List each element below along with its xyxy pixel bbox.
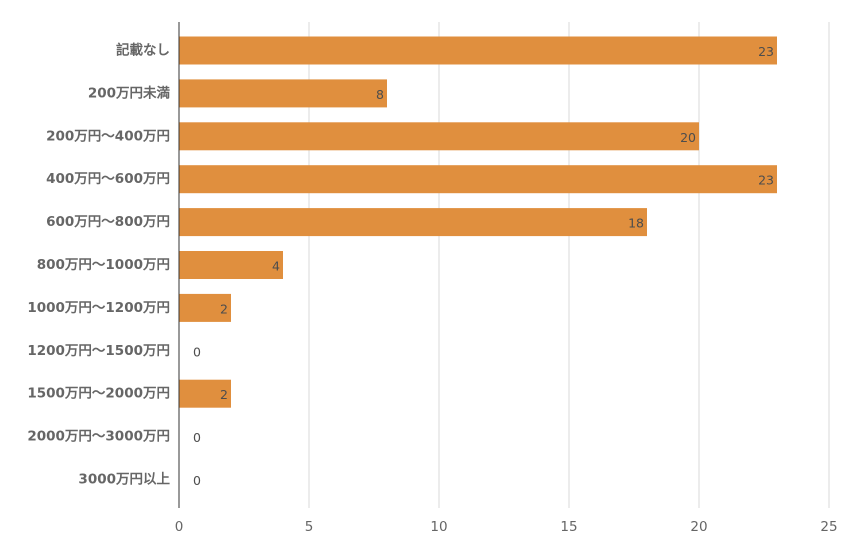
data-label: 2 [220, 301, 228, 316]
category-label: 600万円〜800万円 [46, 214, 170, 230]
data-label: 0 [193, 473, 201, 488]
data-label: 18 [628, 216, 644, 231]
gridlines [308, 22, 830, 508]
category-label: 3000万円以上 [78, 472, 170, 488]
data-label: 4 [272, 259, 280, 274]
x-tick-label: 0 [175, 519, 184, 535]
bar [179, 379, 231, 408]
bar [179, 208, 647, 237]
category-label: 800万円〜1000万円 [37, 257, 170, 273]
data-label: 2 [220, 387, 228, 402]
category-label: 400万円〜600万円 [46, 171, 170, 187]
data-label: 23 [758, 173, 774, 188]
category-label: 200万円〜400万円 [46, 128, 170, 144]
category-label: 1000万円〜1200万円 [27, 300, 170, 316]
data-label: 8 [376, 87, 384, 102]
category-label: 記載なし [116, 42, 170, 59]
x-tick-label: 25 [820, 519, 837, 535]
data-label: 20 [680, 130, 696, 145]
category-label: 1200万円〜1500万円 [27, 343, 170, 359]
bar [179, 79, 387, 108]
bar [179, 293, 231, 322]
bar [179, 251, 283, 279]
data-label: 0 [193, 344, 201, 359]
x-tick-label: 10 [430, 519, 447, 535]
bar [179, 36, 777, 65]
category-label: 200万円未満 [88, 84, 171, 101]
category-label: 2000万円〜3000万円 [27, 429, 170, 445]
category-label: 1500万円〜2000万円 [27, 386, 170, 402]
bars [179, 36, 777, 408]
x-tick-label: 20 [690, 519, 707, 535]
x-tick-label: 15 [560, 519, 577, 535]
data-label: 0 [193, 430, 201, 445]
bar [179, 165, 777, 194]
data-label: 23 [758, 44, 774, 59]
x-tick-label: 5 [305, 519, 314, 535]
bar [179, 122, 699, 151]
